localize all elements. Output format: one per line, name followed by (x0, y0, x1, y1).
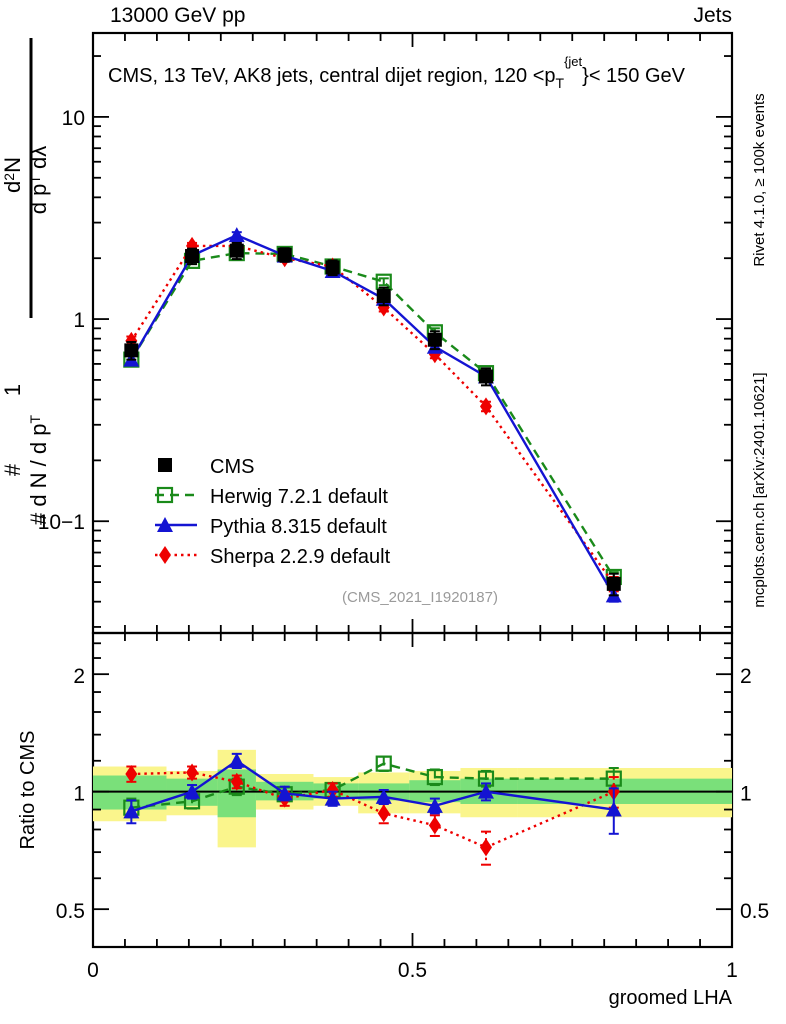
plot-title: CMS, 13 TeV, AK8 jets, central dijet reg… (108, 54, 686, 91)
marker-diamond-filled (125, 764, 138, 783)
marker-diamond-filled (186, 763, 199, 782)
ylabel-den-hash: # d N / d p (26, 424, 51, 526)
y-tick-label-ratio: 1 (73, 783, 85, 806)
marker-triangle-filled (426, 797, 443, 813)
legend: CMS Herwig 7.2.1 default Pythia 8.315 defa… (155, 456, 391, 568)
marker-square-filled (158, 458, 172, 472)
x-tick-label: 1 (726, 959, 738, 982)
title-tail: }< 150 GeV (582, 65, 686, 87)
marker-square-filled (606, 576, 621, 591)
marker-triangle-filled (184, 783, 201, 799)
marker-square-open (156, 486, 174, 504)
y-tick-label-ratio-right: 0.5 (740, 900, 769, 923)
marker-square-filled (124, 343, 139, 358)
ylabel-num-hash: # (0, 463, 25, 476)
x-tick-label: 0.5 (398, 959, 427, 982)
y-tick-label-main: 10 (62, 107, 85, 130)
title-subscript: T (556, 75, 565, 91)
ylabel-one-wrap: 1 (0, 384, 25, 396)
y-tick-label-main: 10−1 (38, 511, 85, 534)
legend-item[interactable]: CMS (158, 456, 254, 478)
legend-item[interactable]: Pythia 8.315 default (155, 516, 387, 538)
rivet-version-note: Rivet 4.1.0, ≥ 100k events (751, 93, 768, 266)
series-line (131, 762, 614, 809)
marker-diamond-filled (326, 780, 339, 799)
title-superscript: {jet (564, 54, 582, 69)
marker-triangle-filled (477, 783, 494, 799)
y-tick-label-ratio: 0.5 (56, 900, 85, 923)
legend-item[interactable]: Sherpa 2.2.9 default (155, 546, 391, 568)
mcplots-reference-note: mcplots.cern.ch [arXiv:2401.10621] (751, 372, 768, 607)
marker-diamond-filled (479, 397, 492, 416)
header-collision-energy: 13000 GeV pp (110, 4, 245, 27)
legend-label: CMS (210, 456, 254, 478)
marker-square-filled (427, 332, 442, 347)
marker-diamond-filled (230, 772, 243, 791)
marker-square-filled (376, 289, 391, 304)
legend-label: Herwig 7.2.1 default (210, 486, 388, 508)
ylabel-numerator-top: d2N (0, 157, 25, 193)
marker-triangle-filled (375, 788, 392, 804)
marker-triangle-filled (228, 752, 245, 768)
marker-triangle-filled (276, 785, 293, 801)
legend-label: Pythia 8.315 default (210, 516, 387, 538)
title-main: CMS, 13 TeV, AK8 jets, central dijet reg… (108, 65, 556, 87)
marker-triangle-filled (123, 803, 140, 819)
marker-diamond-filled (159, 546, 171, 564)
y-tick-label-main: 1 (73, 309, 85, 332)
series-main-cms (124, 241, 621, 597)
marker-square-filled (325, 260, 340, 275)
marker-square-filled (478, 369, 493, 384)
legend-label: Sherpa 2.2.9 default (210, 546, 391, 568)
ylabel-denominator: # d N / d pT (26, 415, 51, 526)
series-line (131, 771, 615, 849)
header-analysis-type: Jets (693, 4, 732, 27)
y-tick-label-ratio: 2 (73, 665, 85, 688)
marker-square-filled (277, 247, 292, 262)
y-tick-label-ratio-right: 2 (740, 665, 752, 688)
marker-diamond-filled (428, 816, 441, 835)
analysis-id-watermark: (CMS_2021_I1920187) (342, 589, 498, 606)
ylabel-d2n-d: d (0, 181, 25, 193)
marker-triangle-filled (228, 227, 245, 243)
legend-item[interactable]: Herwig 7.2.1 default (155, 486, 388, 508)
marker-square-open (426, 768, 443, 786)
marker-triangle-filled (157, 517, 173, 532)
series-line (130, 233, 615, 596)
marker-square-open (375, 755, 392, 772)
marker-triangle-filled (324, 790, 341, 806)
ylabel-d2n-n: N (0, 157, 25, 173)
ylabel-d2n-sup: 2 (1, 173, 17, 181)
marker-diamond-filled (479, 838, 492, 857)
series-main-sherpa (125, 236, 620, 593)
ratio-y-axis-label: Ratio to CMS (17, 731, 39, 850)
ylabel-den-sub: T (27, 415, 43, 424)
marker-diamond-filled (377, 804, 390, 823)
ylabel-one: 1 (0, 384, 25, 396)
y-tick-label-ratio-right: 1 (740, 783, 752, 806)
marker-square-filled (229, 243, 244, 258)
x-axis-label: groomed LHA (609, 987, 733, 1009)
marker-square-filled (185, 249, 200, 264)
x-tick-label: 0 (87, 959, 99, 982)
ylabel-dpt-sub: T (27, 175, 43, 184)
marker-triangle-filled (605, 801, 622, 817)
ylabel-hash: # (0, 463, 25, 476)
series-ratio-pythia (123, 752, 622, 835)
